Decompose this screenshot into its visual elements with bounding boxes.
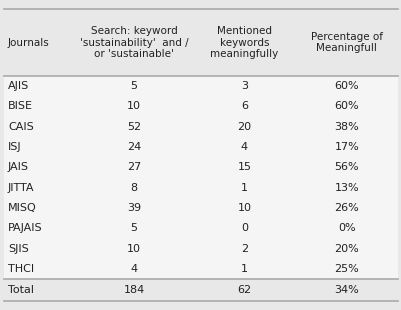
Text: 10: 10 — [127, 244, 141, 254]
Text: 4: 4 — [130, 264, 137, 274]
Text: 20: 20 — [237, 122, 251, 132]
Text: 26%: 26% — [334, 203, 358, 213]
Text: 13%: 13% — [334, 183, 358, 193]
Text: JAIS: JAIS — [8, 162, 29, 172]
Text: Journals: Journals — [8, 38, 50, 48]
Text: 6: 6 — [240, 101, 247, 111]
Bar — [4, 117, 397, 137]
Bar — [4, 157, 397, 177]
Text: AJIS: AJIS — [8, 81, 29, 91]
Text: 34%: 34% — [334, 285, 358, 295]
Text: 2: 2 — [240, 244, 247, 254]
Text: 0%: 0% — [337, 223, 355, 233]
Bar — [4, 279, 397, 301]
Text: Percentage of
Meaningfull: Percentage of Meaningfull — [310, 32, 382, 53]
Bar — [4, 198, 397, 218]
Text: ISJ: ISJ — [8, 142, 22, 152]
Text: Search: keyword
'sustainability'  and /
or 'sustainable': Search: keyword 'sustainability' and / o… — [79, 26, 188, 59]
Bar — [4, 137, 397, 157]
Text: 62: 62 — [237, 285, 251, 295]
Text: MISQ: MISQ — [8, 203, 37, 213]
Bar — [4, 76, 397, 96]
Text: 184: 184 — [123, 285, 144, 295]
Text: JITTA: JITTA — [8, 183, 34, 193]
Text: 3: 3 — [240, 81, 247, 91]
Text: THCI: THCI — [8, 264, 34, 274]
Text: 15: 15 — [237, 162, 251, 172]
Bar — [4, 177, 397, 198]
Text: 1: 1 — [240, 183, 247, 193]
Text: 60%: 60% — [334, 101, 358, 111]
Text: 20%: 20% — [334, 244, 358, 254]
Text: 52: 52 — [127, 122, 141, 132]
Text: 25%: 25% — [334, 264, 358, 274]
Text: 5: 5 — [130, 81, 137, 91]
Bar — [4, 259, 397, 279]
Text: 10: 10 — [237, 203, 251, 213]
Text: 5: 5 — [130, 223, 137, 233]
Text: 60%: 60% — [334, 81, 358, 91]
Text: 27: 27 — [127, 162, 141, 172]
Text: PAJAIS: PAJAIS — [8, 223, 43, 233]
Text: 0: 0 — [240, 223, 247, 233]
Text: 17%: 17% — [334, 142, 358, 152]
Bar — [4, 96, 397, 117]
Text: 8: 8 — [130, 183, 137, 193]
Text: 24: 24 — [127, 142, 141, 152]
Text: SJIS: SJIS — [8, 244, 29, 254]
Text: BISE: BISE — [8, 101, 33, 111]
Text: 4: 4 — [240, 142, 247, 152]
Bar — [4, 218, 397, 238]
Text: Mentioned
keywords
meaningfully: Mentioned keywords meaningfully — [210, 26, 278, 59]
Text: 38%: 38% — [334, 122, 358, 132]
Text: 56%: 56% — [334, 162, 358, 172]
Bar — [4, 9, 397, 76]
Text: Total: Total — [8, 285, 34, 295]
Text: 39: 39 — [127, 203, 141, 213]
Text: 1: 1 — [240, 264, 247, 274]
Bar — [4, 238, 397, 259]
Text: 10: 10 — [127, 101, 141, 111]
Text: CAIS: CAIS — [8, 122, 34, 132]
